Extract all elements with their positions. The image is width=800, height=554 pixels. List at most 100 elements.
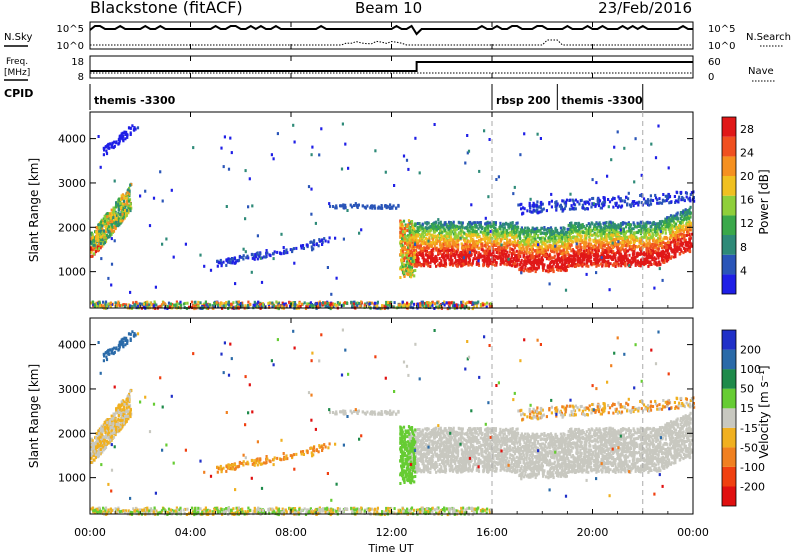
power-cell [421,242,424,246]
power-cell [575,246,579,250]
power-cell [648,261,651,264]
power-cell [452,228,455,232]
power-cell [515,230,518,234]
power-cell [280,252,283,256]
power-cell [258,255,261,259]
power-cell [419,224,423,228]
power-cell [538,250,541,254]
power-cell [514,242,517,246]
power-cell [543,232,546,235]
power-cell [507,255,510,259]
power-cell [571,254,574,258]
power-cell [560,266,563,270]
power-cell [523,261,526,265]
power-cell [512,230,515,234]
power-cell [478,221,481,225]
power-cell [434,220,437,224]
power-cell [658,220,662,224]
power-cell [554,258,557,262]
power-cell [605,224,608,228]
power-cell [402,219,406,223]
power-cell [526,232,529,236]
power-cell [374,206,377,210]
power-cell [111,225,114,229]
power-cell [576,225,580,228]
power-cell [522,239,525,242]
power-cell [682,251,685,255]
power-cell [686,211,689,215]
power-cell [596,249,599,253]
power-cell [110,229,113,233]
power-cell [515,249,518,253]
power-cell [640,248,643,252]
power-cell [373,204,376,208]
power-cell [623,255,626,259]
power-cell [569,228,572,232]
power-cell [467,252,470,256]
power-cell [407,254,410,258]
power-cell [477,251,480,255]
power-cell [589,252,592,256]
power-cell [657,249,660,253]
power-cell [415,242,419,245]
power-cell [674,201,677,204]
power-cell [679,228,682,232]
power-cell [673,224,676,228]
power-cell [589,230,592,234]
power-cell [634,231,637,235]
power-cell [102,229,105,233]
power-cell [128,186,131,190]
power-cell [672,255,675,259]
power-cell [422,253,425,257]
power-cell [510,224,513,228]
power-cell [573,227,576,231]
power-cell [416,226,419,230]
power-cell [527,244,530,248]
power-cell [101,244,104,248]
power-cell [131,124,134,128]
power-cell [510,242,513,246]
power-cell [570,243,573,247]
nsky-label: N.Sky [4,32,32,43]
power-cell [121,217,125,221]
power-cell [655,222,659,226]
power-cell [356,204,359,208]
power-cell [605,237,608,241]
power-cell [602,229,605,233]
power-cell [620,246,623,250]
power-cell [476,256,479,260]
power-cell [498,251,501,255]
power-cell [666,194,669,198]
power-cell [492,221,495,224]
power-cell [651,199,655,202]
power-cell [669,235,672,239]
power-cell [550,229,553,233]
power-cell [634,261,637,265]
power-cell [632,253,635,257]
power-cell [494,228,497,232]
power-cell [404,234,407,238]
power-cell [574,198,577,202]
power-cell [439,263,443,267]
power-cell [406,262,409,266]
power-cell [538,254,541,258]
power-cell [523,242,526,246]
power-cell [123,215,126,218]
power-cell [549,262,552,266]
power-cell [499,256,502,260]
power-cell [577,221,580,225]
power-cell [405,256,408,260]
power-cell [515,243,518,247]
power-cell [477,246,480,250]
power-cell [685,222,688,226]
power-cell [625,235,628,239]
power-cell [96,233,99,237]
power-cell [96,236,99,240]
power-cell [497,231,500,235]
power-cell [317,244,320,248]
power-cell [680,240,683,244]
power-cell [610,226,613,230]
power-cell [684,242,687,246]
power-cell [521,243,524,247]
power-cell [665,225,668,229]
